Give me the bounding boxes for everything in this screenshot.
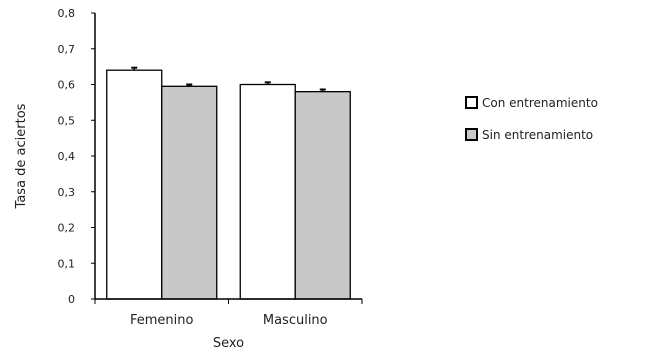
x-category-label: Femenino xyxy=(130,313,194,328)
bars xyxy=(106,69,351,300)
y-tick-label: 0,5 xyxy=(58,114,76,127)
y-tick-label: 0,1 xyxy=(58,257,76,270)
bar xyxy=(239,83,296,300)
y-tick-label: 0,3 xyxy=(58,186,76,199)
x-category-label: Masculino xyxy=(263,313,328,328)
bar xyxy=(106,69,163,300)
bar xyxy=(294,91,351,300)
y-tick-label: 0,4 xyxy=(58,150,76,163)
x-axis-title: Sexo xyxy=(213,336,244,351)
legend-swatch xyxy=(465,96,478,109)
y-tick-label: 0,8 xyxy=(58,7,76,20)
legend-label: Con entrenamiento xyxy=(482,96,598,110)
y-axis-title: Tasa de aciertos xyxy=(14,103,29,209)
legend-swatch xyxy=(465,128,478,141)
x-axis-category-labels: Femenino Masculino xyxy=(94,299,363,328)
y-tick-label: 0,2 xyxy=(58,222,76,235)
legend-label: Sin entrenamiento xyxy=(482,128,593,142)
legend: Con entrenamiento Sin entrenamiento xyxy=(465,96,598,142)
y-tick-label: 0 xyxy=(68,293,75,306)
y-tick-label: 0,6 xyxy=(58,79,76,92)
y-axis-ticks: 0 0,1 0,2 0,3 0,4 0,5 0,6 0,7 0,8 xyxy=(58,7,95,306)
error-bars xyxy=(131,66,326,92)
y-tick-label: 0,7 xyxy=(58,43,76,56)
bar xyxy=(161,85,218,300)
